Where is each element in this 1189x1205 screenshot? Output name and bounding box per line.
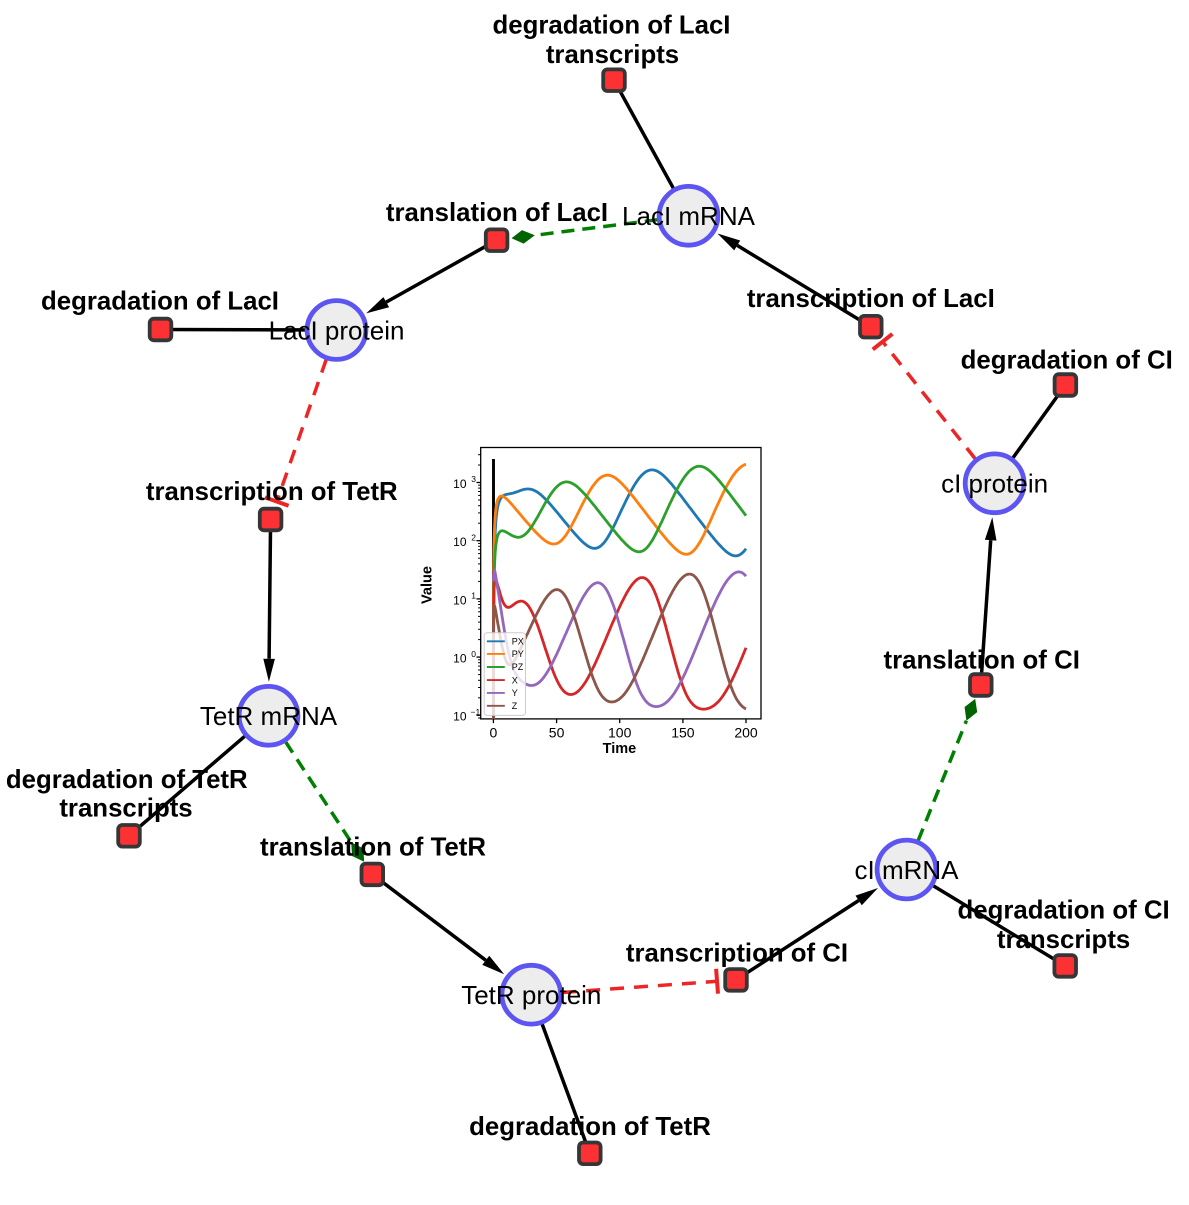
svg-text:degradation of TetR: degradation of TetR: [6, 766, 248, 794]
svg-text:1: 1: [471, 591, 476, 601]
svg-text:cI protein: cI protein: [941, 469, 1048, 499]
svg-text:0: 0: [471, 649, 476, 659]
svg-text:degradation of LacI: degradation of LacI: [41, 288, 279, 316]
svg-text:100: 100: [608, 725, 632, 741]
svg-text:translation of CI: translation of CI: [884, 647, 1080, 675]
svg-text:degradation of TetR: degradation of TetR: [469, 1113, 711, 1141]
svg-text:transcripts: transcripts: [59, 795, 192, 823]
svg-text:TetR mRNA: TetR mRNA: [200, 701, 338, 731]
svg-text:transcripts: transcripts: [546, 41, 679, 69]
svg-text:−1: −1: [470, 707, 480, 717]
svg-text:PY: PY: [512, 649, 524, 659]
svg-text:Z: Z: [512, 701, 518, 711]
svg-text:degradation of CI: degradation of CI: [958, 897, 1170, 925]
svg-text:10: 10: [453, 535, 467, 549]
svg-text:TetR protein: TetR protein: [461, 980, 601, 1010]
svg-text:10: 10: [453, 477, 467, 491]
svg-text:degradation of LacI: degradation of LacI: [493, 12, 731, 40]
svg-text:50: 50: [549, 725, 565, 741]
svg-text:PZ: PZ: [512, 662, 524, 672]
svg-text:Time: Time: [603, 741, 637, 757]
svg-text:10: 10: [453, 652, 467, 666]
svg-text:X: X: [512, 675, 518, 685]
svg-text:transcription of LacI: transcription of LacI: [747, 285, 995, 313]
svg-text:150: 150: [671, 725, 695, 741]
svg-text:2: 2: [471, 532, 476, 542]
svg-text:LacI mRNA: LacI mRNA: [622, 201, 756, 231]
svg-text:cI mRNA: cI mRNA: [855, 855, 960, 885]
svg-text:translation of LacI: translation of LacI: [386, 199, 608, 227]
svg-text:Value: Value: [420, 566, 436, 604]
svg-text:0: 0: [490, 725, 498, 741]
svg-text:10: 10: [453, 593, 467, 607]
svg-text:3: 3: [471, 474, 476, 484]
svg-text:transcripts: transcripts: [997, 926, 1130, 954]
svg-text:200: 200: [734, 725, 758, 741]
svg-text:PX: PX: [512, 637, 524, 647]
svg-text:translation of TetR: translation of TetR: [260, 834, 486, 862]
svg-text:transcription of TetR: transcription of TetR: [146, 478, 398, 506]
svg-text:10: 10: [453, 710, 467, 724]
svg-text:LacI protein: LacI protein: [269, 315, 405, 345]
svg-text:Y: Y: [512, 688, 518, 698]
svg-text:degradation of CI: degradation of CI: [961, 347, 1173, 375]
svg-text:transcription of CI: transcription of CI: [626, 940, 848, 968]
